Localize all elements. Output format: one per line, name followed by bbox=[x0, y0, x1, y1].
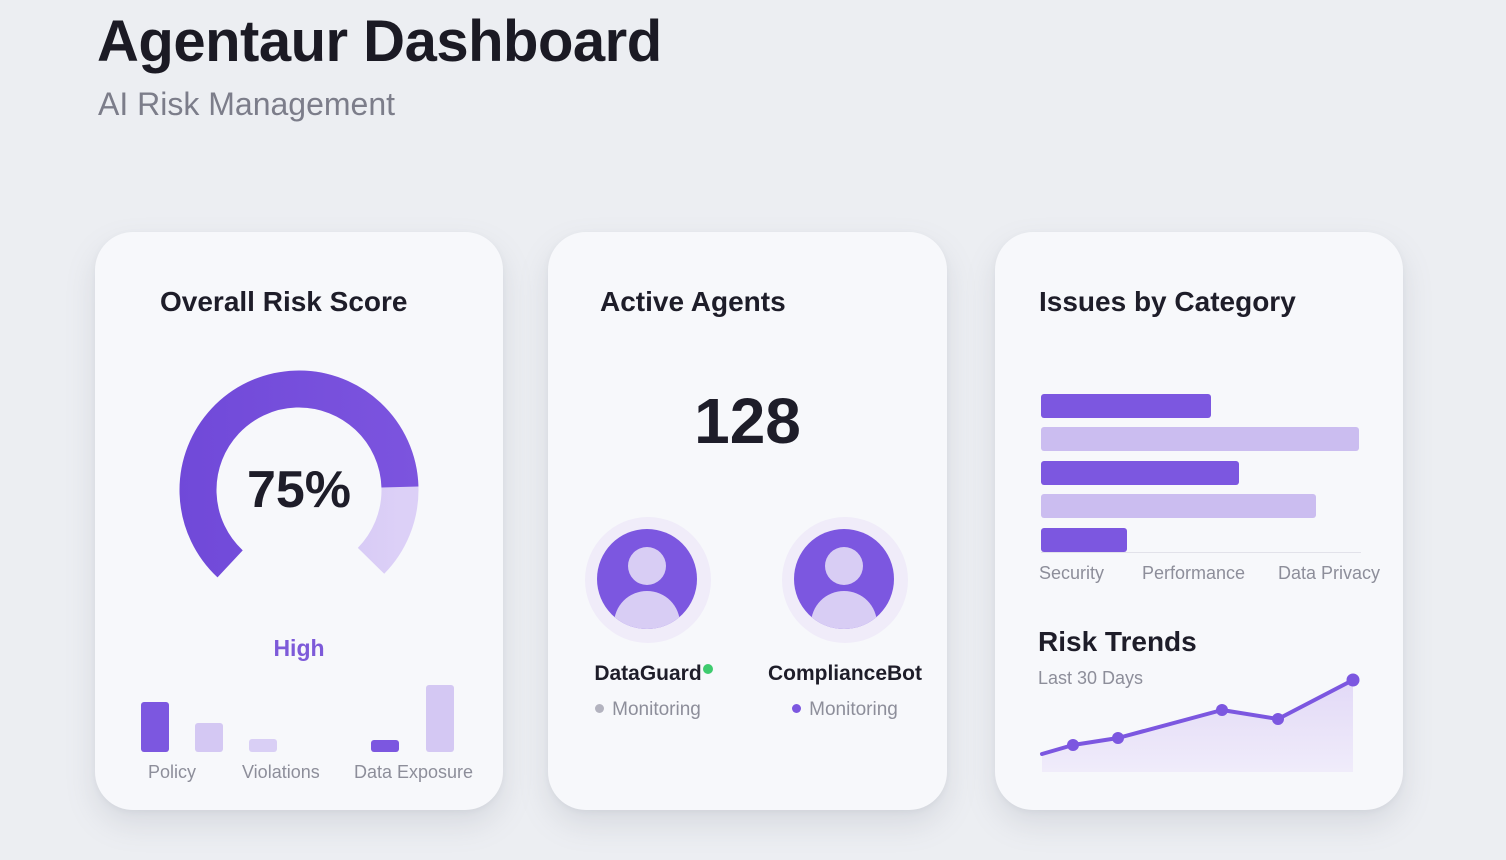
issue-label-security: Security bbox=[1039, 563, 1105, 583]
user-icon bbox=[825, 547, 863, 585]
issue-bar-2 bbox=[1041, 427, 1359, 451]
issue-bar-3 bbox=[1041, 461, 1239, 485]
agent-name: ComplianceBot bbox=[767, 662, 922, 685]
risk-trend-chart bbox=[1040, 673, 1360, 772]
page-subtitle: AI Risk Management bbox=[98, 86, 396, 122]
issues-card: Issues by Category Security Performance … bbox=[995, 232, 1403, 810]
online-indicator-icon bbox=[703, 664, 713, 674]
issues-title: Issues by Category bbox=[1039, 286, 1296, 317]
trend-point[interactable] bbox=[1112, 732, 1124, 744]
risk-breakdown-bars bbox=[95, 672, 503, 752]
trend-point[interactable] bbox=[1216, 704, 1228, 716]
trend-area bbox=[1042, 680, 1353, 772]
issue-bar-5 bbox=[1041, 528, 1127, 552]
user-icon bbox=[628, 547, 666, 585]
trend-point[interactable] bbox=[1272, 713, 1284, 725]
issue-label-performance: Performance bbox=[1142, 563, 1246, 583]
avatar bbox=[794, 529, 894, 629]
risk-trends-subtitle: Last 30 Days bbox=[1038, 668, 1144, 688]
bar-label-violations: Violations bbox=[242, 762, 320, 782]
risk-score-card: Overall Risk Score 75% High Policy Viola… bbox=[95, 232, 503, 810]
trend-point[interactable] bbox=[1346, 673, 1360, 687]
issue-bar-1 bbox=[1041, 394, 1211, 418]
status-dot-icon bbox=[792, 704, 802, 713]
agent-status: Monitoring bbox=[543, 699, 753, 721]
issue-bar-4 bbox=[1041, 494, 1316, 518]
issue-label-data-privacy: Data Privacy bbox=[1278, 563, 1381, 583]
risk-donut-chart bbox=[179, 370, 419, 610]
trend-point[interactable] bbox=[1067, 739, 1079, 751]
bar-violations bbox=[249, 739, 277, 752]
bar-label-policy: Policy bbox=[148, 762, 197, 782]
active-agents-count: 128 bbox=[694, 385, 801, 457]
risk-trends-title: Risk Trends bbox=[1038, 626, 1197, 657]
agent-name: DataGuard bbox=[594, 662, 702, 685]
bar-data-exposure-secondary bbox=[426, 685, 454, 752]
risk-score-value: 75% bbox=[246, 461, 352, 519]
donut-risk-segment bbox=[179, 370, 419, 610]
bar-policy-secondary bbox=[195, 723, 223, 752]
page-title: Agentaur Dashboard bbox=[97, 9, 662, 74]
avatar bbox=[597, 529, 697, 629]
bar-data-exposure-primary bbox=[371, 740, 399, 752]
status-dot-icon bbox=[595, 704, 605, 713]
risk-score-title: Overall Risk Score bbox=[160, 286, 408, 317]
agent-status: Monitoring bbox=[740, 699, 950, 721]
active-agents-card: Active Agents 128 DataGuard Monitoring C… bbox=[548, 232, 947, 810]
bar-label-data-exposure: Data Exposure bbox=[354, 762, 474, 782]
active-agents-title: Active Agents bbox=[600, 286, 786, 317]
risk-level-label: High bbox=[273, 635, 325, 661]
bar-policy-primary bbox=[141, 702, 169, 752]
issues-axis-line bbox=[1041, 552, 1361, 553]
